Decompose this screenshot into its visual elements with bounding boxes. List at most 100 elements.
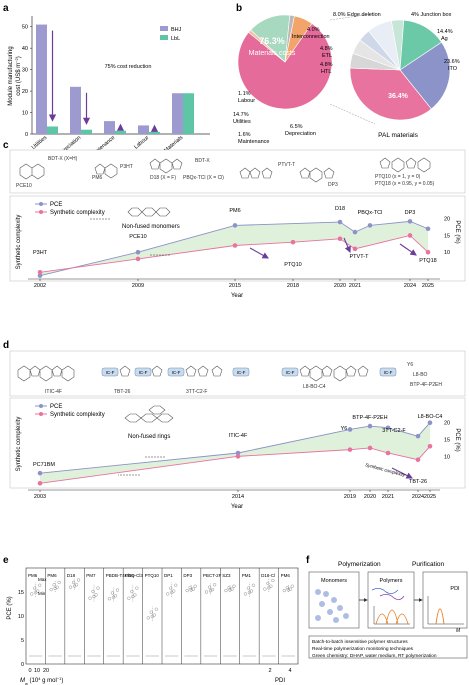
e-point [170,590,174,595]
material-label-btp-4f-p2eh: BTP-4F-P2EH [352,415,387,421]
panel-e-ylabel: PCE (%) [7,596,13,619]
panel-e-xlabel: Mw (104 g mol−1) [20,676,63,685]
e-point [34,590,38,595]
xtick-2018: 2018 [287,283,299,289]
synthetic-point [347,447,353,452]
material-label-ptq18: PTQ18 [419,258,436,264]
panel-c-xlabel: Year [231,293,243,299]
struct-pce10: PCE10 [16,183,32,189]
pie2-edge: 8.0% Edge deletion [333,12,381,18]
e-col-pm6: PM6 [281,573,291,578]
ytick-right-10: 10 [444,250,450,256]
material-label-d18: D18 [335,206,345,212]
pce-point [37,273,43,278]
synthetic-point [352,246,358,252]
pie2-htl-value: 4.8% [320,62,333,68]
e-point [189,588,193,592]
xtick-2002: 2002 [34,283,46,289]
xtick-2021: 2021 [349,283,361,289]
e-col-sz3: SZ3 [222,573,231,578]
pie-slice-edge-deletion [368,20,401,71]
e-point [282,588,286,593]
material-label-ptq10: PTQ10 [284,262,301,268]
panel-label-a: a [3,3,9,14]
material-label-tbt-26: TBT-26 [409,479,427,485]
panel-label-b: b [236,3,242,14]
material-label-l8-bo-c4: L8-BO-C4 [418,414,443,420]
panel-c-structures-box [9,149,466,194]
panel-f-title-1: Polymerization [338,561,381,568]
pie2-interconn-label: Interconnection [292,34,330,40]
pie2-htl-label: HTL [321,69,331,75]
panel-d: ITIC-4F TBT-26 3TT-C2-F L8-BO-C4 Y6 L8-B… [9,350,466,510]
panel-label-f: f [306,555,310,566]
struct-tbt26: TBT-26 [114,389,131,395]
panel-label-e: e [3,555,9,566]
panel-f-box2-label: Polymers [380,578,403,584]
e-col-pm6: PM6 [28,573,38,578]
struct-dp3: DP3 [328,182,338,188]
e-point [204,590,209,594]
ytick-right-10: 10 [444,454,450,460]
e-point [88,596,92,600]
e-point [33,586,37,590]
struct-btp: BTP-4F-P2EH [410,382,442,388]
e-point [263,587,267,591]
panel-a-ylabel-1: Module manufacturing [8,46,14,105]
struct-ptvt: PTVT-T [278,162,295,168]
e-col-pbq-cl3: PBQ-Cl3 [125,573,143,578]
pce-point [37,470,43,476]
xtick-2020: 2020 [334,283,346,289]
e-point [207,585,212,589]
e-point [72,584,77,588]
xtick-2024: 2024 [412,494,424,500]
bar-bhj-utilities [36,24,47,134]
material-label-p3ht: P3HT [33,250,48,256]
trend-arrow [391,467,413,479]
pie1-labour-value: 1.1% [238,91,251,97]
pie1-maint-value: 1.6% [238,132,251,138]
pie2-ag-value: 14.4% [437,29,453,35]
material-label-pm6: PM6 [229,208,240,214]
pie2-ag-label: Ag [441,36,448,42]
struct-bdtx: BDT-X [195,158,210,164]
gap-fill [40,422,430,484]
bar-lbl-materials [183,93,194,134]
synthetic-point [385,450,391,456]
pie2-jbox: 4% Junction box [411,12,452,18]
a-ytick-label: 20 [22,89,28,95]
pie-slice-pal [349,67,432,121]
synthetic-point [407,233,413,238]
xtick-2020: 2020 [364,494,376,500]
e-point [224,588,228,593]
synthetic-point [337,236,343,242]
e-point [52,583,56,587]
panel-e-min: Min [38,591,46,596]
e-point [154,607,158,611]
e-point [285,586,289,590]
e-point [172,589,176,593]
e-point [169,586,173,590]
material-label-dp3: DP3 [405,210,416,216]
bar-bhj-labour [138,125,149,134]
trend-arrow [399,243,417,256]
xtick-2021: 2021 [382,494,394,500]
xtick-2024: 2024 [404,283,416,289]
pce-point [427,420,433,426]
e-point [267,586,271,590]
pie2-etl-value: 4.8% [320,46,333,52]
e-point [94,593,98,597]
pce-point [425,226,431,232]
e-point [150,614,154,619]
bar-lbl-labour [149,131,160,134]
e-point [286,588,290,592]
e-point [212,583,217,587]
pie2-etl-label: ETL [322,53,332,59]
material-label-3tt-c2-f: 3TT-C2-F [382,428,406,434]
struct-l8bo: L8-BO [413,372,428,378]
struct-3tt: 3TT-C2-F [186,389,207,395]
pce-point [232,223,238,228]
e-col-ptq10: PTQ10 [145,573,160,578]
e-point [208,589,213,593]
